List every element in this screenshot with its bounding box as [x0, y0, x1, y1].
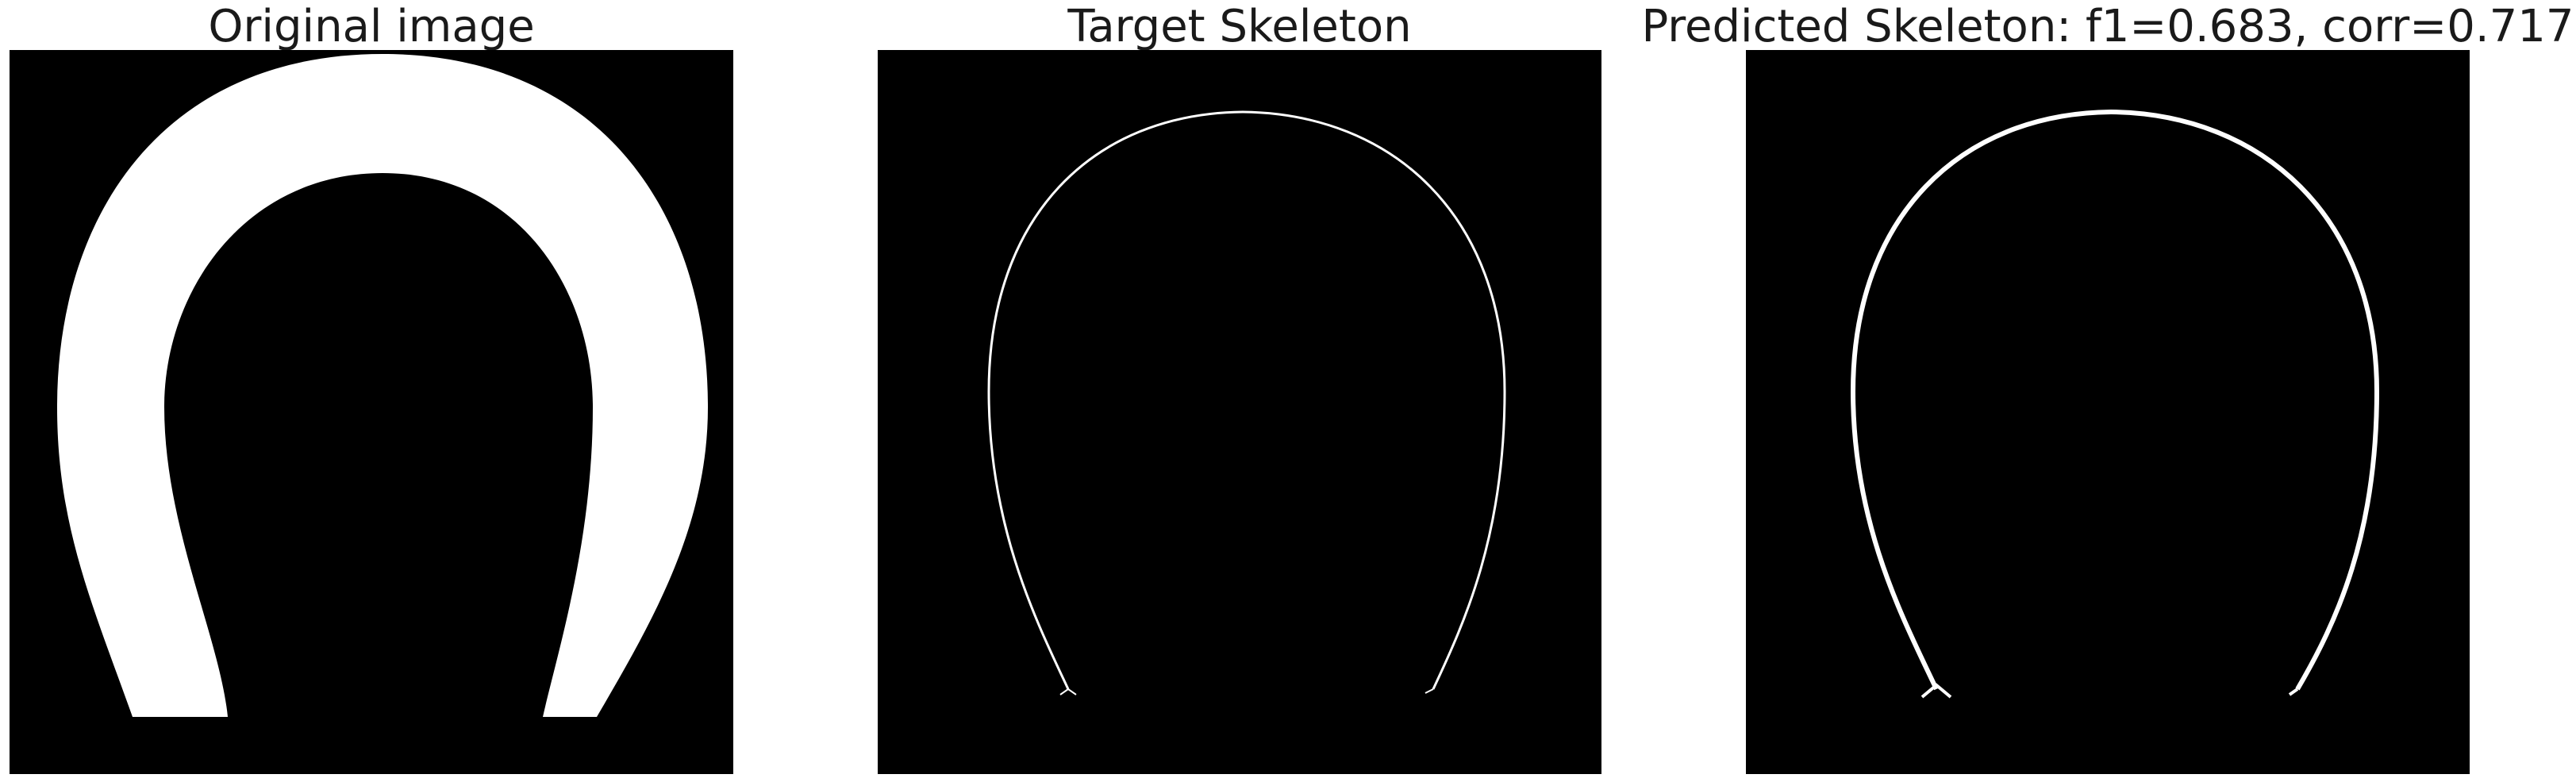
target-skeleton-panel: Target Skeleton: [878, 0, 1601, 782]
original-image-panel: Original image: [10, 0, 733, 782]
original-image-title: Original image: [208, 1, 535, 52]
original-image: [10, 50, 733, 774]
horseshoe-shape: [10, 50, 733, 774]
target-skeleton-image: [878, 50, 1601, 774]
predicted-skeleton-panel: Predicted Skeleton: f1=0.683, corr=0.717: [1641, 0, 2574, 782]
target-skeleton-title: Target Skeleton: [1067, 1, 1412, 52]
target-skeleton-curve: [878, 50, 1601, 774]
predicted-skeleton-title: Predicted Skeleton: f1=0.683, corr=0.717: [1641, 1, 2574, 52]
predicted-skeleton-curve: [1746, 50, 2470, 774]
predicted-skeleton-image: [1746, 50, 2470, 774]
